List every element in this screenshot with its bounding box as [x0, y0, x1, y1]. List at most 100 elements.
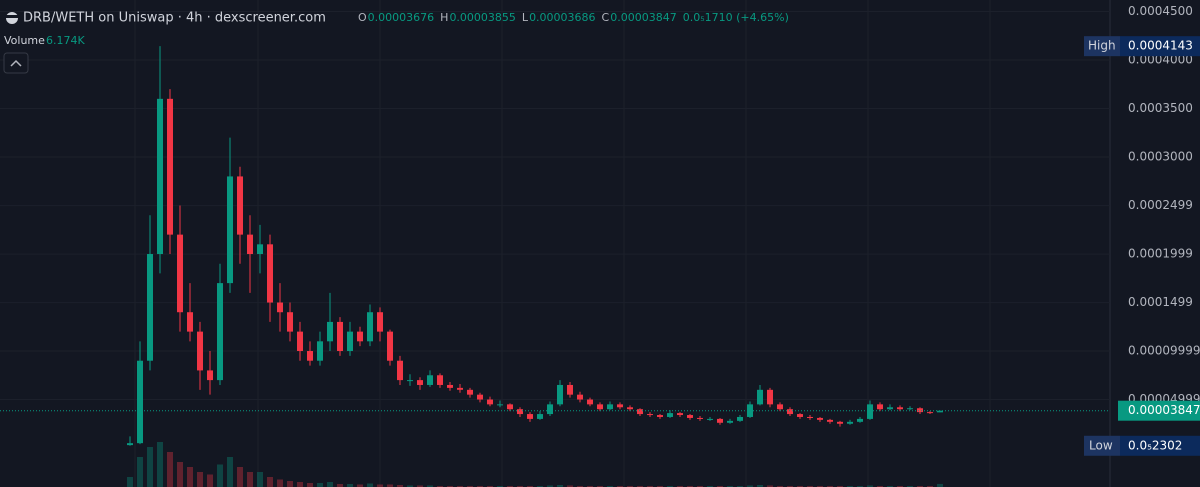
high-value-box: [1120, 36, 1200, 57]
candle-body: [177, 234, 183, 313]
volume-bar: [377, 484, 383, 487]
candle-body: [867, 404, 873, 419]
candle-body: [197, 331, 203, 371]
volume-bar: [167, 452, 173, 487]
volume-bar: [307, 483, 313, 487]
candle-body: [897, 407, 903, 410]
candle-body: [697, 417, 703, 419]
candle-body: [737, 416, 743, 421]
candle-body: [467, 389, 473, 395]
volume-bar: [297, 482, 303, 487]
volume-value: 6.174K: [46, 34, 85, 47]
candle-body: [817, 417, 823, 420]
volume-bar: [187, 467, 193, 487]
candle-body: [167, 98, 173, 235]
volume-bar: [327, 482, 333, 487]
candle-body: [847, 421, 853, 424]
candle-body: [887, 407, 893, 410]
candle-body: [787, 409, 793, 415]
y-tick-label: 0.0001999: [1128, 247, 1193, 261]
legend-low-label: L: [522, 11, 529, 24]
legend-close-value: 0.00003847: [610, 11, 676, 24]
high-name: High: [1088, 39, 1116, 53]
candle-body: [337, 321, 343, 352]
high-value: 0.0004143: [1128, 39, 1193, 53]
collapse-button[interactable]: [3, 52, 29, 74]
volume-bar: [177, 462, 183, 487]
volume-bar: [397, 485, 403, 487]
legend-low-value: 0.00003686: [529, 11, 595, 24]
candle-body: [857, 418, 863, 422]
volume-bar: [747, 485, 753, 487]
candle-body: [487, 399, 493, 405]
volume-bar: [237, 467, 243, 487]
volume-bar: [287, 481, 293, 487]
candle-body: [937, 410, 943, 413]
low-name: Low: [1089, 438, 1113, 452]
volume-bar: [147, 447, 153, 487]
volume-bar: [207, 474, 213, 487]
candle-body: [557, 384, 563, 405]
candle-body: [927, 412, 933, 414]
volume-bar: [547, 485, 553, 487]
volume-bar: [257, 472, 263, 487]
candle-body: [507, 404, 513, 410]
candle-body: [407, 380, 413, 382]
candle-body: [587, 399, 593, 405]
volume-bar: [337, 484, 343, 487]
last-price-box: [1118, 400, 1200, 421]
candle-body: [597, 404, 603, 410]
candle-body: [567, 384, 573, 395]
legend-open-value: 0.00003676: [368, 11, 434, 24]
candle-body: [617, 404, 623, 408]
candle-body: [477, 394, 483, 400]
volume-bar: [247, 472, 253, 487]
candle-body: [137, 360, 143, 444]
legend-high-label: H: [440, 11, 448, 24]
candle-body: [757, 389, 763, 405]
legend-change: 0.0₅1710 (+4.65%): [683, 11, 789, 24]
candle-body: [247, 234, 253, 255]
volume-bar: [127, 477, 133, 487]
candle-body: [667, 413, 673, 417]
legend-open-label: O: [358, 11, 367, 24]
candle-body: [277, 302, 283, 313]
volume-bar: [137, 457, 143, 487]
volume-bar: [317, 483, 323, 487]
candle-body: [677, 413, 683, 416]
candle-body: [127, 443, 133, 446]
volume-bar: [567, 485, 573, 487]
low-name-box: [1084, 435, 1120, 456]
candle-body: [227, 176, 233, 284]
candle-body: [627, 407, 633, 410]
candle-body: [657, 415, 663, 417]
volume-bar: [427, 485, 433, 487]
y-tick-label: 0.0001499: [1128, 295, 1193, 309]
low-value-box: [1120, 435, 1200, 456]
candle-body: [877, 404, 883, 410]
y-tick-label: 0.00009999: [1128, 344, 1200, 358]
header: DRB/WETH on Uniswap · 4h · dexscreener.c…: [3, 11, 367, 74]
candle-body: [517, 409, 523, 415]
legend-high-value: 0.00003855: [449, 11, 515, 24]
volume-bar: [267, 477, 273, 487]
candle-body: [417, 380, 423, 385]
chart-title: DRB/WETH on Uniswap · 4h · dexscreener.c…: [23, 11, 326, 26]
candle-body: [217, 283, 223, 381]
candle-body: [607, 404, 613, 410]
candle-body: [287, 312, 293, 332]
volume-bar: [387, 484, 393, 487]
volume-bar: [367, 483, 373, 487]
candle-body: [907, 408, 913, 410]
volume-bar: [757, 485, 763, 487]
candle-body: [457, 387, 463, 390]
grid: [0, 0, 1110, 487]
candle-body: [367, 312, 373, 342]
volume-bar: [867, 485, 873, 487]
candle-body: [447, 384, 453, 388]
volume-bar: [357, 484, 363, 487]
candle-body: [767, 389, 773, 405]
candle-body: [237, 176, 243, 235]
candle-body: [397, 360, 403, 381]
